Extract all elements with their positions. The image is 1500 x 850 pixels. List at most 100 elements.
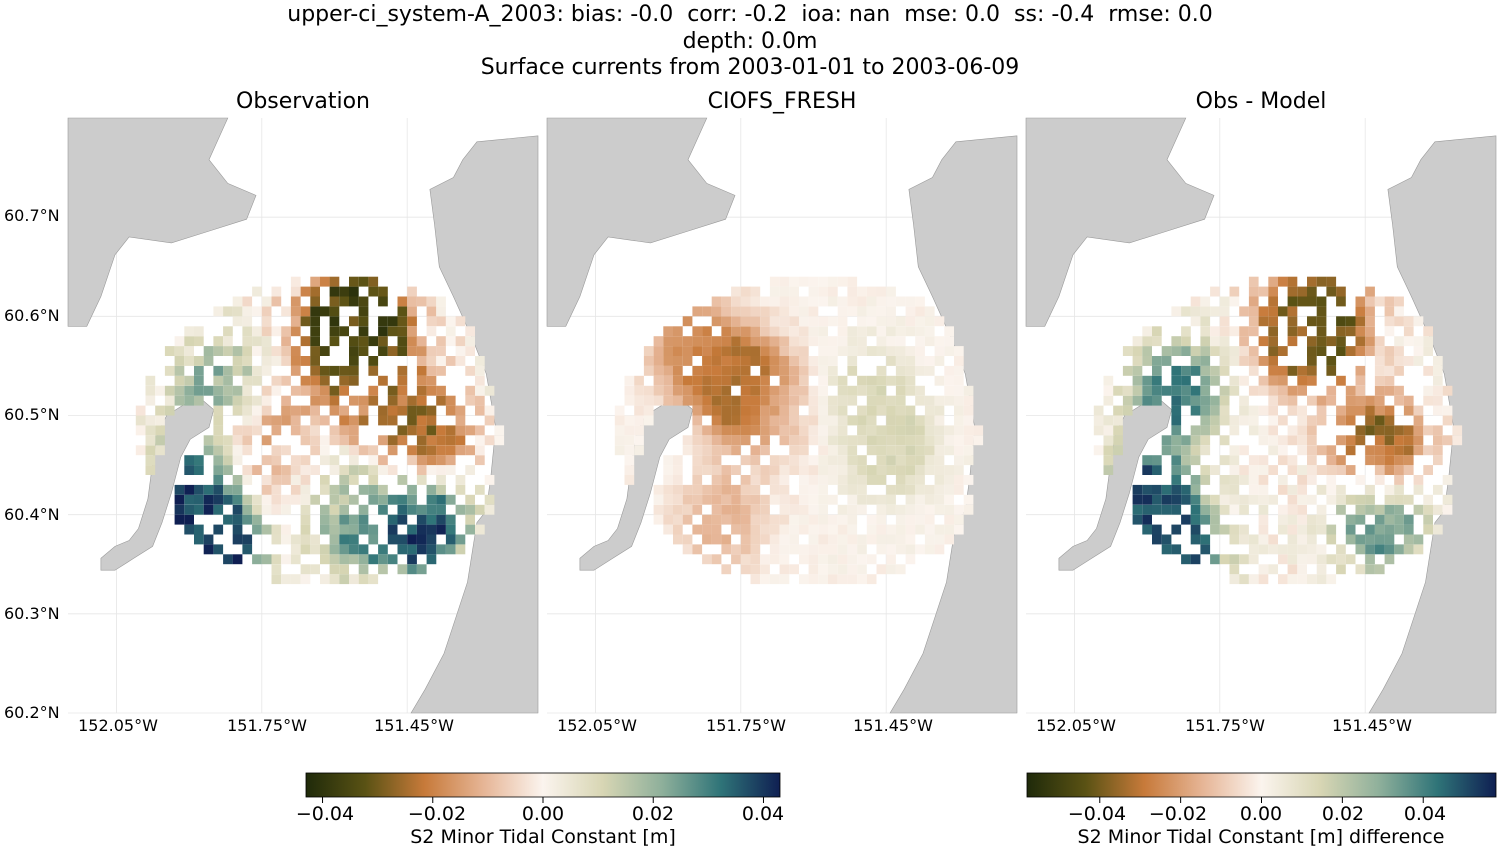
data-cell (1345, 346, 1356, 356)
data-cell (1268, 286, 1278, 297)
data-cell (184, 356, 194, 366)
data-cell (223, 435, 233, 446)
data-cell (799, 326, 809, 337)
data-cell (1200, 336, 1211, 347)
data-cell (320, 544, 330, 555)
data-cell (653, 514, 664, 525)
data-cell (1200, 296, 1211, 307)
data-cell (663, 395, 673, 406)
data-cell (1181, 445, 1191, 456)
data-cell (300, 455, 311, 466)
data-cell (1423, 445, 1433, 456)
data-cell (407, 564, 417, 575)
data-cell (349, 375, 359, 386)
data-cell (1268, 435, 1278, 446)
data-cell (1413, 435, 1424, 446)
data-cell (223, 395, 233, 406)
data-cell (1181, 465, 1191, 475)
data-cell (905, 356, 916, 366)
data-cell (1423, 504, 1433, 515)
data-cell (1171, 475, 1182, 485)
data-cell (397, 316, 408, 327)
data-cell (1248, 306, 1259, 317)
data-cell (653, 356, 664, 366)
data-cell (711, 465, 722, 475)
data-cell (174, 336, 185, 347)
data-cell (779, 475, 790, 485)
data-cell (445, 316, 456, 327)
data-cell (857, 375, 867, 386)
data-cell (1210, 326, 1220, 337)
data-cell (1190, 306, 1201, 317)
data-cell (1384, 375, 1395, 386)
data-cell (653, 395, 664, 406)
data-cell (407, 425, 417, 436)
data-cell (808, 475, 819, 485)
data-cell (799, 435, 809, 446)
data-cell (1394, 435, 1404, 446)
data-cell (624, 375, 635, 386)
data-cell (643, 356, 654, 366)
data-cell (232, 395, 243, 406)
data-cell (397, 346, 408, 356)
data-cell (271, 484, 282, 495)
data-cell (1374, 504, 1385, 515)
data-cell (624, 455, 635, 466)
data-cell (407, 415, 417, 426)
data-cell (876, 365, 887, 376)
map-panel-difference (1025, 117, 1497, 714)
data-cell (614, 415, 625, 426)
data-cell (223, 375, 233, 386)
data-cell (1413, 475, 1424, 485)
data-cell (426, 316, 437, 327)
data-cell (271, 554, 282, 565)
data-cell (455, 425, 466, 436)
data-cell (310, 375, 320, 386)
data-cell (1326, 385, 1337, 396)
data-cell (779, 504, 790, 515)
data-cell (760, 475, 770, 485)
data-cell (731, 365, 741, 376)
data-cell (1200, 346, 1211, 356)
data-cell (799, 475, 809, 485)
data-cell (692, 484, 703, 495)
data-cell (436, 425, 446, 436)
data-cell (445, 326, 456, 337)
data-cell (155, 445, 165, 456)
data-cell (1345, 465, 1356, 475)
data-cell (252, 465, 262, 475)
data-cell (653, 336, 664, 347)
data-cell (203, 534, 214, 545)
data-cell (155, 425, 165, 436)
data-cell (1355, 534, 1366, 545)
data-cell (954, 435, 964, 446)
data-cell (1345, 316, 1356, 327)
data-cell (213, 455, 224, 466)
data-cell (387, 326, 398, 337)
data-cell (1200, 504, 1211, 515)
data-cell (368, 534, 379, 545)
data-cell (828, 405, 838, 416)
data-cell (808, 425, 819, 436)
data-cell (455, 534, 466, 545)
data-cell (1142, 504, 1152, 515)
data-cell (339, 296, 349, 307)
data-cell (223, 455, 233, 466)
data-cell (818, 405, 828, 416)
data-cell (387, 385, 398, 396)
data-cell (339, 465, 349, 475)
data-cell (692, 306, 703, 317)
data-cell (416, 435, 427, 446)
data-cell (1307, 286, 1317, 297)
data-cell (857, 296, 867, 307)
data-cell (426, 356, 437, 366)
data-cell (1239, 524, 1249, 535)
data-cell (915, 395, 925, 406)
data-cell (378, 405, 388, 416)
data-cell (203, 504, 214, 515)
data-cell (750, 296, 761, 307)
data-cell (1413, 316, 1424, 327)
data-cell (673, 336, 683, 347)
data-cell (721, 475, 732, 485)
data-cell (895, 326, 906, 337)
